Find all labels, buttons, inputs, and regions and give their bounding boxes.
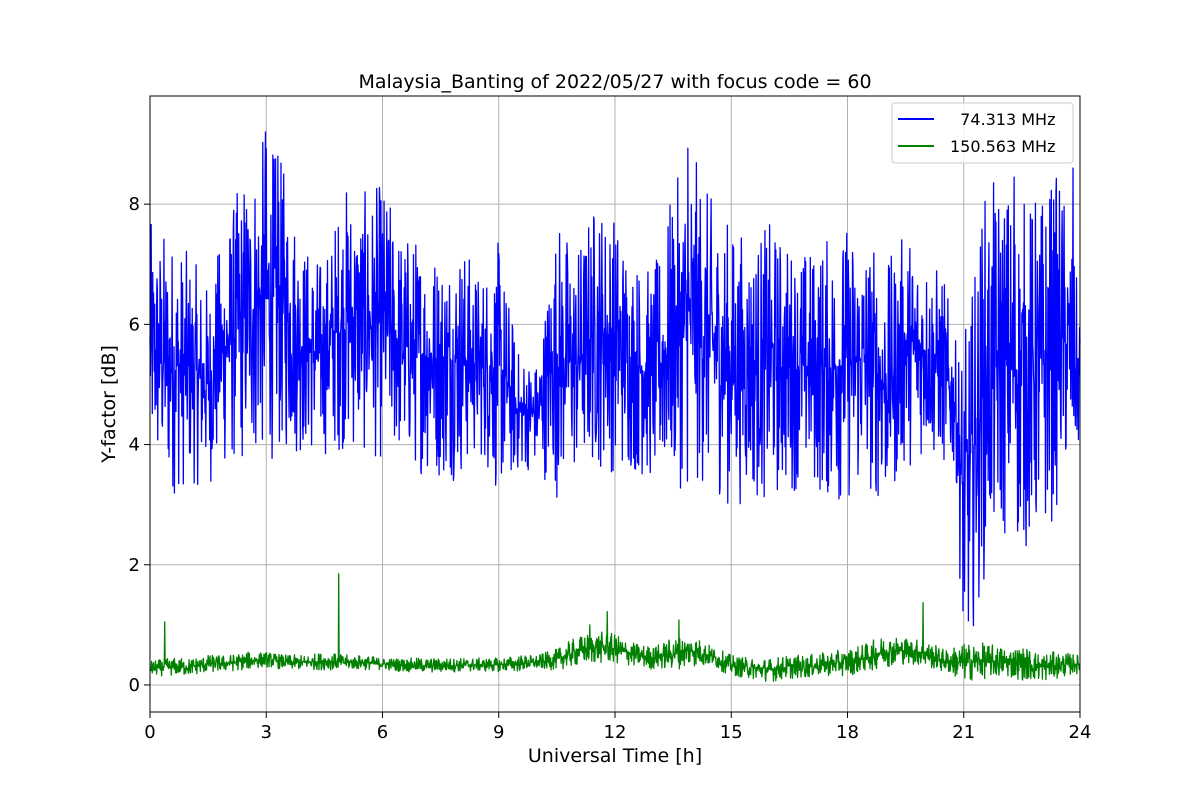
y-tick-label: 4 bbox=[129, 435, 140, 456]
legend-label-150mhz: 150.563 MHz bbox=[950, 137, 1055, 156]
x-tick-label: 6 bbox=[377, 722, 388, 743]
series-line-0 bbox=[149, 131, 1081, 627]
x-tick-label: 9 bbox=[493, 722, 504, 743]
x-tick-label: 18 bbox=[836, 722, 859, 743]
chart-title: Malaysia_Banting of 2022/05/27 with focu… bbox=[358, 71, 871, 93]
x-tick-label: 15 bbox=[720, 722, 743, 743]
y-tick-label: 0 bbox=[129, 675, 140, 696]
y-tick-label: 2 bbox=[129, 555, 140, 576]
series-line-1 bbox=[149, 573, 1081, 682]
x-tick-label: 24 bbox=[1069, 722, 1092, 743]
y-tick-label: 6 bbox=[129, 314, 140, 335]
x-tick-label: 12 bbox=[604, 722, 627, 743]
legend: 74.313 MHz 150.563 MHz bbox=[891, 102, 1074, 164]
y-tick-label: 8 bbox=[129, 194, 140, 215]
x-tick-label: 0 bbox=[144, 722, 155, 743]
legend-label-74mhz: 74.313 MHz bbox=[950, 110, 1055, 129]
plot-data bbox=[149, 131, 1081, 682]
x-tick-label: 21 bbox=[952, 722, 975, 743]
x-axis-label: Universal Time [h] bbox=[528, 745, 702, 767]
x-tick-label: 3 bbox=[261, 722, 272, 743]
legend-box bbox=[891, 102, 1074, 164]
y-axis-label: Y-factor [dB] bbox=[98, 345, 120, 464]
